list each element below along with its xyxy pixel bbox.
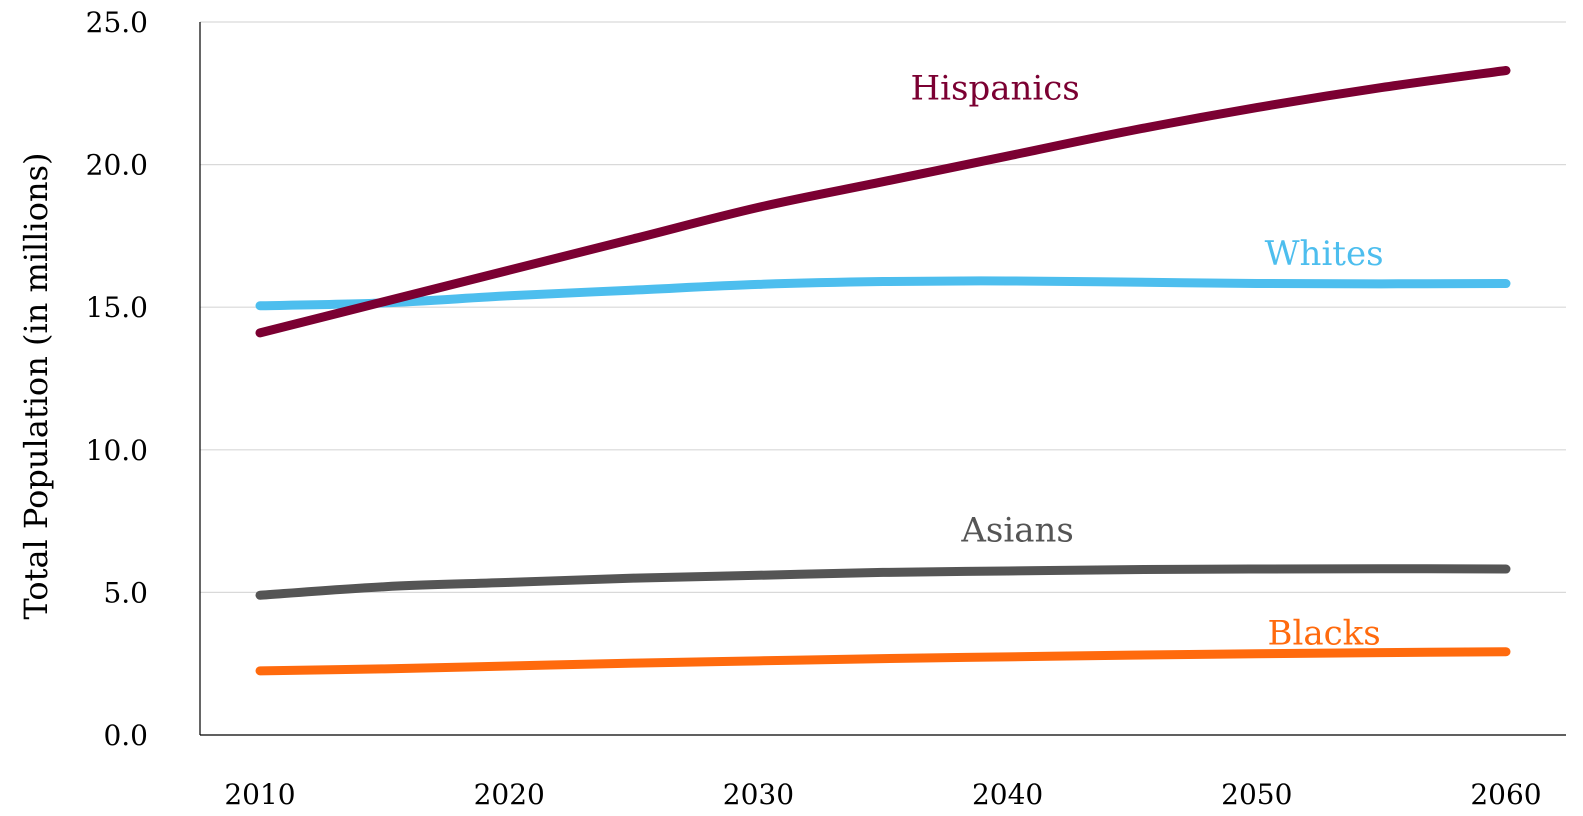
y-tick-label: 0.0: [103, 719, 148, 752]
series-label-asians: Asians: [960, 511, 1074, 551]
axes: [199, 22, 1566, 736]
y-axis-title: Total Population (in millions): [17, 152, 55, 619]
series-label-whites: Whites: [1265, 234, 1384, 274]
series-line-hispanics: [255, 65, 1511, 338]
y-tick-label: 20.0: [86, 149, 148, 182]
gridlines: [200, 21, 1566, 594]
series-line-asians: [255, 564, 1511, 600]
series-line-blacks: [255, 647, 1511, 676]
y-tick-label: 5.0: [103, 576, 148, 609]
y-tick-label: 10.0: [86, 434, 148, 467]
series-lines: [255, 65, 1511, 676]
x-tick-label: 2020: [474, 778, 545, 811]
series-label-blacks: Blacks: [1267, 613, 1380, 653]
x-tick-label: 2030: [723, 778, 794, 811]
series-labels: Hispanics Whites Asians Blacks: [910, 69, 1383, 654]
x-tick-label: 2040: [972, 778, 1043, 811]
x-tick-label: 2060: [1470, 778, 1541, 811]
tick-labels: 0.0 5.0 10.0 15.0 20.0 25.0 2010 2020 2030 2040 20…: [86, 6, 1542, 811]
y-tick-label: 25.0: [86, 6, 148, 39]
x-tick-label: 2010: [224, 778, 295, 811]
series-label-hispanics: Hispanics: [910, 69, 1079, 109]
y-tick-label: 15.0: [86, 291, 148, 324]
x-tick-label: 2050: [1221, 778, 1292, 811]
series-line-whites: [255, 276, 1511, 311]
